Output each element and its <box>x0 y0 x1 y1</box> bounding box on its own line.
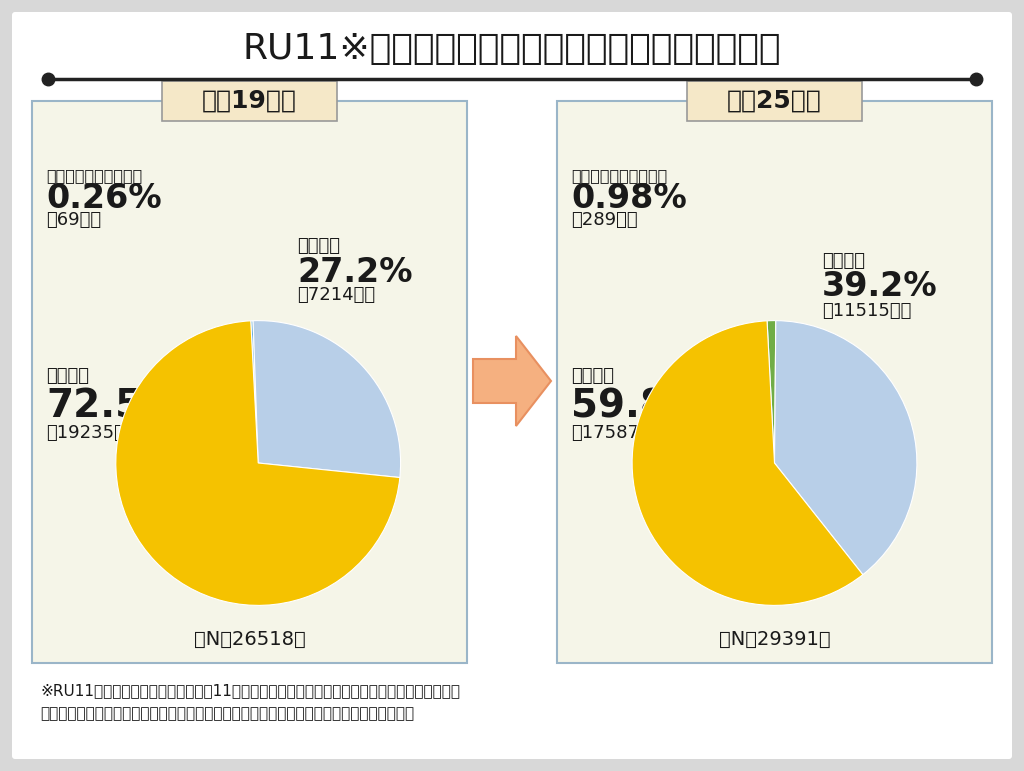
FancyBboxPatch shape <box>687 81 862 121</box>
Text: （69人）: （69人） <box>46 211 101 229</box>
Text: 平成19年度: 平成19年度 <box>202 89 296 113</box>
Wedge shape <box>767 321 776 463</box>
Polygon shape <box>473 336 551 426</box>
Text: 任期あり: 任期あり <box>297 237 340 255</box>
FancyBboxPatch shape <box>162 81 337 121</box>
Text: テニュアトラック教員: テニュアトラック教員 <box>46 169 142 183</box>
Wedge shape <box>632 321 863 605</box>
Text: ※RU11：学術研究懇談会を構成する11大学（北海道大学、東北大学、筑波大学、東京大学、早: ※RU11：学術研究懇談会を構成する11大学（北海道大学、東北大学、筑波大学、東… <box>40 684 460 699</box>
Text: （N＝26518）: （N＝26518） <box>194 629 305 648</box>
FancyBboxPatch shape <box>32 101 467 663</box>
Text: 任期なし: 任期なし <box>571 367 614 385</box>
Text: 27.2%: 27.2% <box>297 255 413 288</box>
Text: 任期あり: 任期あり <box>822 252 865 270</box>
Text: 72.5%: 72.5% <box>46 387 181 425</box>
Wedge shape <box>116 321 399 605</box>
FancyBboxPatch shape <box>557 101 992 663</box>
Text: （289人）: （289人） <box>571 211 638 229</box>
Text: （7214人）: （7214人） <box>297 286 375 304</box>
Text: （11515人）: （11515人） <box>822 302 911 320</box>
Text: 0.98%: 0.98% <box>571 183 687 216</box>
FancyBboxPatch shape <box>12 12 1012 759</box>
Text: 0.26%: 0.26% <box>46 183 162 216</box>
Wedge shape <box>251 321 258 463</box>
Text: RU11※における任期付き・任期無し教員数の推移: RU11※における任期付き・任期無し教員数の推移 <box>243 32 781 66</box>
Text: （19235人）: （19235人） <box>46 424 135 442</box>
Text: 稲田大学、慶應義塾大学、東京工業大学、名古屋大学、京都大学、大阪大学、九州大学）: 稲田大学、慶應義塾大学、東京工業大学、名古屋大学、京都大学、大阪大学、九州大学） <box>40 706 414 722</box>
Text: 59.8%: 59.8% <box>571 387 706 425</box>
Text: 任期なし: 任期なし <box>46 367 89 385</box>
Text: テニュアトラック教員: テニュアトラック教員 <box>571 169 668 183</box>
Wedge shape <box>774 321 916 574</box>
Text: 39.2%: 39.2% <box>822 271 938 304</box>
Wedge shape <box>253 321 400 477</box>
Text: （17587人）: （17587人） <box>571 424 660 442</box>
Text: 平成25年度: 平成25年度 <box>727 89 821 113</box>
Text: （N＝29391）: （N＝29391） <box>719 629 830 648</box>
